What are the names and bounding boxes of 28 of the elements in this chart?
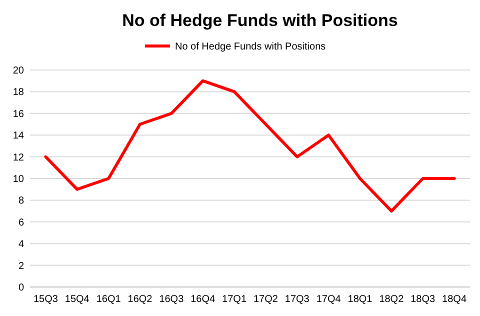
- chart-title: No of Hedge Funds with Positions: [122, 11, 398, 30]
- x-tick-label: 17Q3: [284, 294, 310, 305]
- x-tick-label: 17Q2: [253, 294, 278, 305]
- x-tick-label: 16Q1: [96, 294, 122, 305]
- y-tick-label: 20: [12, 66, 24, 76]
- y-tick-label: 10: [12, 174, 24, 185]
- x-tick-label: 17Q1: [222, 294, 247, 305]
- legend-label: No of Hedge Funds with Positions: [175, 42, 326, 52]
- x-tick-label: 18Q3: [410, 294, 436, 305]
- y-tick-label: 0: [18, 282, 24, 294]
- y-tick-label: 4: [18, 239, 24, 250]
- x-tick-label: 16Q3: [159, 294, 184, 305]
- y-tick-label: 14: [12, 130, 24, 142]
- y-tick-label: 8: [18, 196, 24, 207]
- x-tick-label: 16Q2: [128, 294, 153, 305]
- x-tick-label: 15Q3: [33, 294, 58, 305]
- x-tick-label: 17Q4: [316, 294, 342, 305]
- x-tick-label: 18Q4: [442, 294, 467, 305]
- y-tick-label: 6: [18, 217, 24, 228]
- x-tick-label: 15Q4: [64, 294, 90, 305]
- x-tick-label: 18Q1: [348, 294, 373, 305]
- y-tick-label: 16: [12, 108, 24, 120]
- y-tick-label: 12: [12, 152, 24, 164]
- y-tick-label: 18: [12, 87, 24, 98]
- line-series: [44, 79, 456, 213]
- x-tick-label: 18Q2: [379, 294, 404, 305]
- x-tick-label: 16Q4: [190, 294, 216, 305]
- y-tick-label: 2: [18, 260, 24, 272]
